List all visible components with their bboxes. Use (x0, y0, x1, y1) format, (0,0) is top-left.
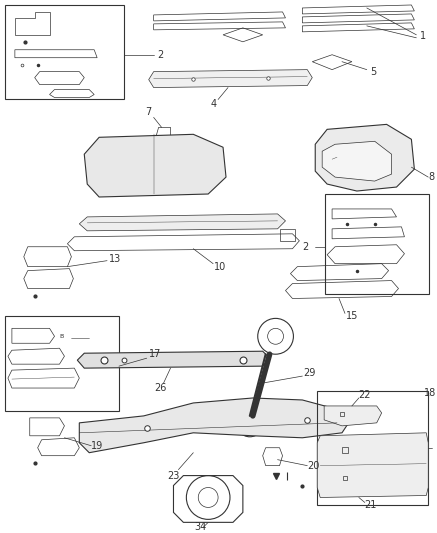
Text: 5: 5 (371, 67, 377, 77)
Text: B: B (59, 334, 64, 339)
Polygon shape (149, 70, 312, 87)
Text: 2: 2 (302, 242, 308, 252)
Polygon shape (79, 398, 352, 453)
Text: 19: 19 (91, 441, 103, 451)
Text: 1: 1 (420, 31, 427, 41)
Text: 22: 22 (358, 390, 371, 400)
Text: 20: 20 (307, 461, 319, 471)
Polygon shape (317, 433, 428, 497)
Polygon shape (84, 134, 226, 197)
Text: 4: 4 (211, 100, 217, 109)
Polygon shape (79, 214, 285, 231)
Text: 29: 29 (303, 368, 316, 378)
Text: 8: 8 (428, 172, 434, 182)
Text: 23: 23 (167, 471, 180, 481)
Bar (5, 317, 119, 411)
Text: 2: 2 (157, 50, 164, 60)
Polygon shape (322, 141, 392, 181)
Polygon shape (77, 351, 270, 368)
Text: 21: 21 (364, 500, 377, 511)
Polygon shape (324, 406, 382, 426)
Text: 15: 15 (346, 311, 358, 321)
Bar (317, 391, 428, 505)
Text: 18: 18 (424, 388, 437, 398)
Bar (325, 194, 429, 294)
Text: 17: 17 (149, 349, 161, 359)
Text: 10: 10 (214, 262, 226, 272)
Polygon shape (315, 124, 414, 191)
Bar (5, 5, 124, 100)
Text: 7: 7 (146, 108, 152, 117)
Text: 34: 34 (194, 522, 206, 532)
Text: 13: 13 (109, 254, 121, 264)
Text: 26: 26 (154, 383, 167, 393)
